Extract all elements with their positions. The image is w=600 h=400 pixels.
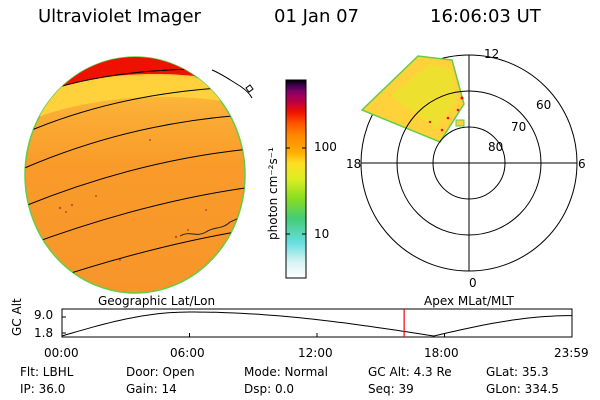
- colorbar-tick-100: 100: [314, 140, 337, 154]
- status-dsp: Dsp: 0.0: [244, 382, 295, 396]
- colorbar-unit-label: photon cm⁻²s⁻¹: [266, 147, 280, 240]
- status-door: Door: Open: [126, 365, 195, 379]
- geographic-label: Geographic Lat/Lon: [98, 294, 216, 308]
- status-ip: IP: 36.0: [20, 382, 66, 396]
- timeline-plot: [61, 308, 573, 338]
- status-glon: GLon: 334.5: [486, 382, 559, 396]
- aurora-edge: [35, 75, 240, 118]
- mlat-label-80: 80: [488, 140, 504, 154]
- status-gain: Gain: 14: [126, 382, 177, 396]
- timeline-axis-label: GC Alt: [10, 298, 24, 336]
- polar-plot: [360, 54, 578, 272]
- mlat-label-60: 60: [536, 98, 552, 112]
- mlt-label-18: 18: [346, 157, 362, 171]
- status-seq: Seq: 39: [368, 382, 414, 396]
- colorbar: [285, 79, 307, 279]
- coastline: [179, 213, 245, 237]
- polar-grid: [361, 55, 577, 271]
- mlat-label-70: 70: [511, 120, 527, 134]
- apex-label: Apex MLat/MLT: [424, 294, 514, 308]
- timeline-xtick-0: 00:00: [44, 346, 79, 360]
- timeline-xtick-2: 12:00: [298, 346, 333, 360]
- timeline-ytick-high: 9.0: [34, 308, 54, 322]
- altitude-curve: [61, 311, 572, 337]
- island-outline: [245, 84, 254, 93]
- colorbar-tick-10: 10: [314, 227, 330, 241]
- noise-speckles: [58, 139, 207, 261]
- timeline-xtick-3: 18:00: [424, 346, 459, 360]
- coastline-north: [211, 69, 253, 99]
- instrument-title: Ultraviolet Imager: [38, 6, 201, 27]
- status-mode: Mode: Normal: [244, 365, 328, 379]
- observation-time: 16:06:03 UT: [430, 6, 541, 27]
- mlt-label-6: 6: [578, 157, 586, 171]
- status-flt: Flt: LBHL: [20, 365, 74, 379]
- timeline-xtick-4: 23:59: [554, 346, 589, 360]
- mlt-label-0: 0: [469, 276, 477, 290]
- mlt-label-12: 12: [484, 47, 500, 61]
- observation-date: 01 Jan 07: [274, 6, 359, 27]
- status-gc-alt: GC Alt: 4.3 Re: [368, 365, 452, 379]
- geographic-image: [24, 56, 254, 294]
- timeline-x-ticks: [61, 333, 573, 337]
- status-glat: GLat: 35.3: [486, 365, 549, 379]
- auroral-oval-patch: [360, 55, 465, 143]
- timeline-xtick-1: 06:00: [170, 346, 205, 360]
- timeline-ytick-low: 1.8: [34, 326, 54, 340]
